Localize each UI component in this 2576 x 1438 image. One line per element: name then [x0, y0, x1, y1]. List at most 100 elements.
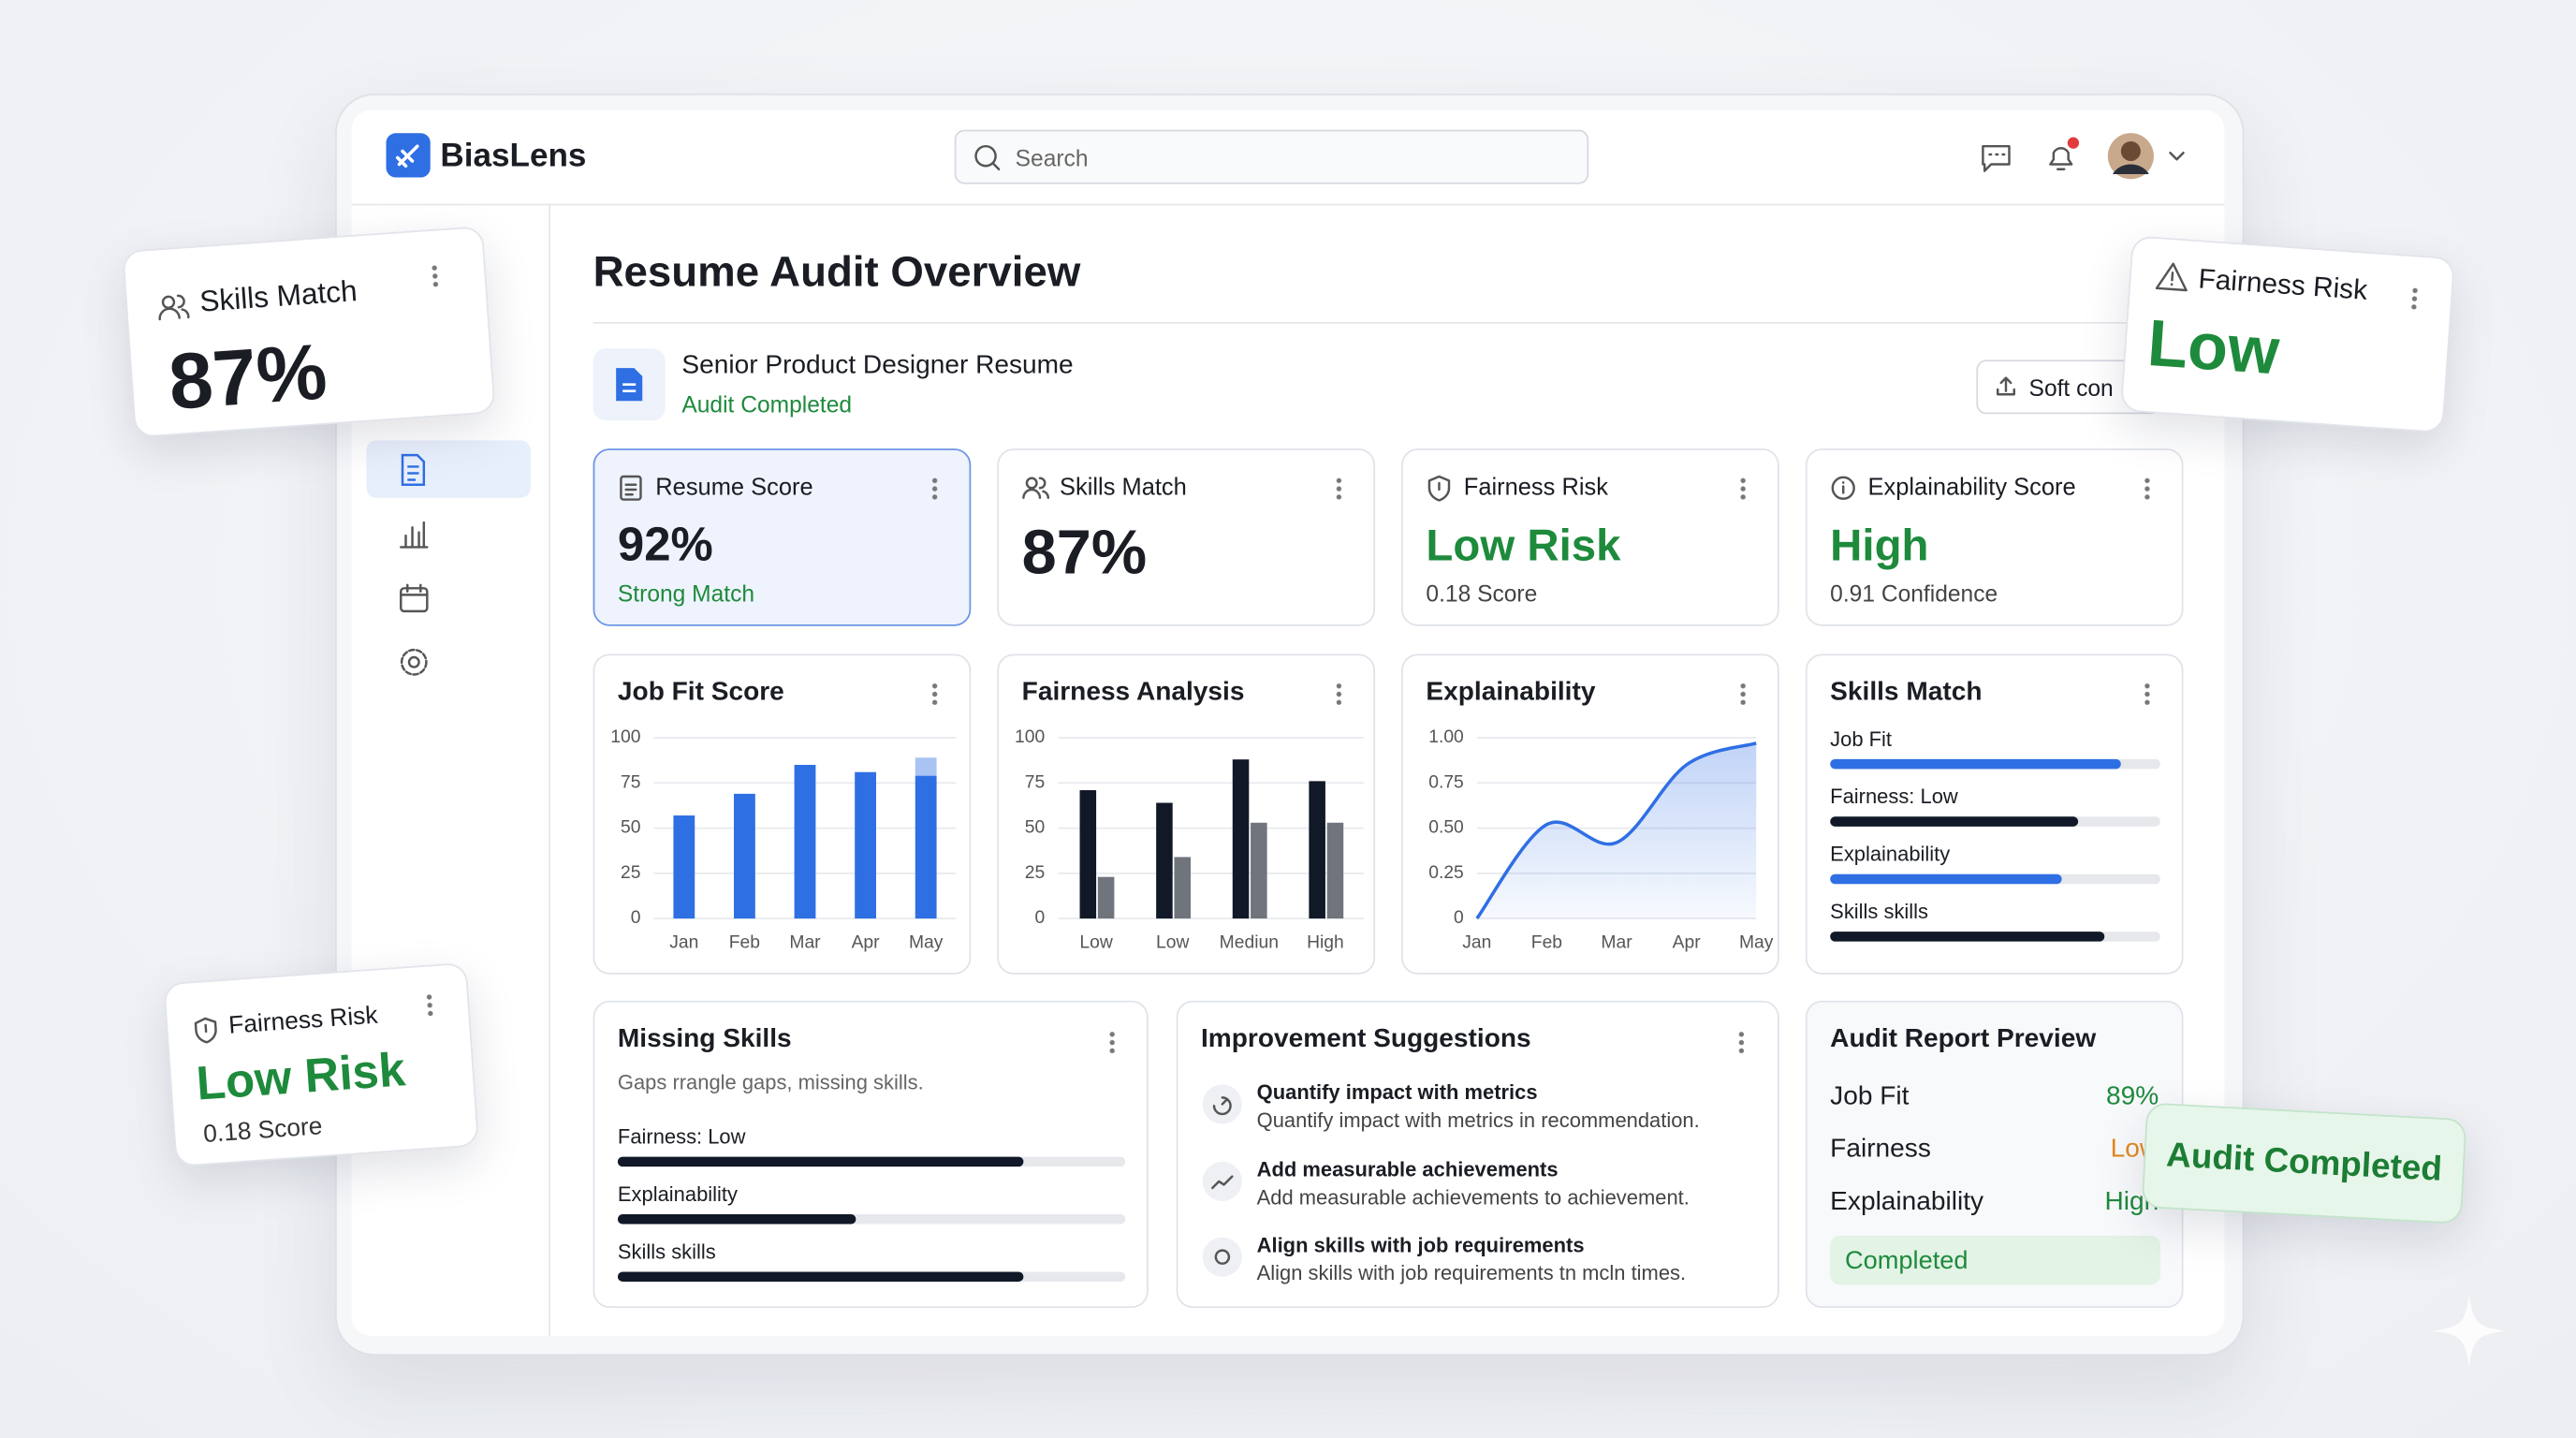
float-value: Low	[2144, 307, 2282, 389]
nav-documents[interactable]	[398, 453, 428, 486]
line	[1475, 741, 1757, 920]
y-tick-label: 0	[1454, 908, 1464, 928]
stat-title: Fairness Risk	[1463, 475, 1608, 502]
card-title: Audit Report Preview	[1830, 1025, 2097, 1054]
suggestion-text: Quantify impact with metrics in recommen…	[1256, 1108, 1700, 1133]
nav-calendar[interactable]	[398, 581, 431, 614]
stat-card: Explainability Score High 0.91 Confidenc…	[1805, 448, 2184, 626]
bar	[734, 793, 755, 919]
search-icon	[974, 144, 1001, 171]
bar-fill	[1830, 932, 2104, 942]
card-menu[interactable]	[2410, 286, 2419, 310]
bar-label: Job Fit	[1830, 727, 1893, 752]
x-tick-label: Low	[1079, 933, 1112, 953]
card-menu[interactable]	[1335, 682, 1342, 705]
explainability-chart: 0 0.25 0.50 0.75 1.00 Jan Feb Mar Apr May	[1428, 727, 1774, 953]
fairness-chart: 0 25 50 75 100 Low Low Mediun High	[1015, 727, 1364, 953]
skills-card: Skills Match Job Fit Fairness: Low Explain…	[1805, 653, 2184, 975]
card-menu[interactable]	[931, 476, 939, 500]
icon-glyph	[1214, 1249, 1231, 1265]
search-placeholder: Search	[1015, 144, 1089, 171]
card-menu[interactable]	[1108, 1030, 1116, 1054]
bar	[855, 771, 876, 919]
chart-card: 0 25 50 75 100 Low Low Mediun High Fairness Anal…	[997, 653, 1376, 975]
stat-title: Skills Match	[1060, 475, 1187, 502]
bar	[915, 757, 937, 776]
bar-label: Fairness: Low	[1830, 785, 1958, 809]
float-icon	[194, 1017, 217, 1044]
x-tick-label: Feb	[1531, 933, 1562, 953]
stat-icon	[1427, 475, 1451, 502]
card-menu[interactable]	[1737, 1030, 1745, 1054]
chart-card: 0 0.25 0.50 0.75 1.00 Jan Feb Mar Apr May Explain…	[1401, 653, 1779, 975]
stat-icon	[1022, 477, 1049, 500]
stat-title: Resume Score	[655, 475, 813, 502]
card-subtitle: Gaps rrangle gaps, missing skills.	[617, 1071, 924, 1094]
stat-note: Strong Match	[617, 580, 755, 607]
y-tick-label: 75	[621, 772, 640, 792]
card-title: Job Fit Score	[617, 678, 784, 707]
bar	[1156, 802, 1173, 919]
y-tick-label: 0.50	[1428, 818, 1464, 838]
y-tick-label: 25	[621, 863, 640, 883]
float-note: 0.18 Score	[202, 1112, 324, 1149]
stat-card: Fairness Risk Low Risk 0.18 Score	[1401, 448, 1779, 626]
card-menu[interactable]	[1739, 682, 1747, 705]
stat-value: Low Risk	[1426, 521, 1621, 571]
bar	[1174, 857, 1192, 919]
report-status: Completed	[1830, 1235, 2160, 1285]
x-tick-label: May	[909, 933, 944, 953]
upload-icon	[1996, 376, 2015, 396]
notifications-icon[interactable]	[2042, 137, 2082, 176]
float-icon	[2155, 262, 2188, 292]
messages-icon[interactable]	[1978, 139, 2014, 176]
stat-note: 0.18 Score	[1426, 580, 1538, 607]
report-status-label: Completed	[1844, 1247, 1969, 1275]
card-menu[interactable]	[431, 263, 440, 287]
header: BiasLens Search	[351, 110, 2225, 206]
card-menu[interactable]	[1739, 476, 1747, 500]
missing-skills-card: Missing Skills Gaps rrangle gaps, missin…	[593, 1000, 1149, 1309]
suggestion-title: Quantify impact with metrics	[1256, 1080, 1538, 1105]
stat-icon	[620, 475, 642, 501]
floating-fairness-card: Fairness Risk Low Risk 0.18 Score	[163, 961, 479, 1167]
float-value: Low Risk	[195, 1044, 407, 1111]
bar	[1251, 822, 1267, 919]
action-button[interactable]: Soft con	[1976, 360, 2160, 415]
report-label: Fairness	[1830, 1135, 1931, 1164]
page-title: Resume Audit Overview	[593, 246, 1081, 296]
card-title: Fairness Analysis	[1021, 678, 1245, 707]
card-menu[interactable]	[931, 682, 939, 705]
chart-card: 0 25 50 75 100 Jan Feb Mar Apr May Job Fit Score	[593, 653, 972, 975]
suggestions-card: Improvement Suggestions Quantify impact …	[1176, 1000, 1779, 1309]
bar	[673, 815, 695, 919]
action-label: Soft con	[2028, 374, 2114, 402]
stat-icon	[1831, 476, 1855, 500]
stat-value: 92%	[617, 519, 713, 572]
card-menu[interactable]	[2144, 682, 2151, 705]
job-fit-chart: 0 25 50 75 100 Jan Feb Mar Apr May	[610, 727, 957, 953]
search-box[interactable]: Search	[954, 129, 1589, 184]
bar-fill	[617, 1156, 1024, 1167]
y-tick-label: 0.25	[1428, 863, 1464, 883]
y-tick-label: 50	[621, 818, 640, 838]
divider	[593, 321, 2186, 324]
float-title: Fairness Risk	[227, 1001, 379, 1040]
document-name: Senior Product Designer Resume	[681, 351, 1074, 380]
nav-analytics[interactable]	[398, 518, 431, 550]
suggestion-title: Align skills with job requirements	[1256, 1234, 1585, 1257]
bar-fill	[617, 1271, 1024, 1282]
card-menu[interactable]	[2144, 476, 2151, 500]
float-title: Fairness Risk	[2197, 263, 2369, 306]
card-menu[interactable]	[425, 992, 434, 1017]
document-icon-box	[593, 348, 666, 421]
sidebar-active-item[interactable]	[366, 440, 531, 498]
x-tick-label: Low	[1156, 933, 1189, 953]
stat-card: Resume Score 92% Strong Match	[593, 448, 972, 626]
user-menu[interactable]	[2106, 131, 2191, 181]
card-menu[interactable]	[1335, 476, 1342, 500]
badge-label: Audit Completed	[2165, 1136, 2443, 1189]
stat-card: Skills Match 87%	[997, 448, 1376, 626]
nav-settings[interactable]	[398, 646, 431, 679]
